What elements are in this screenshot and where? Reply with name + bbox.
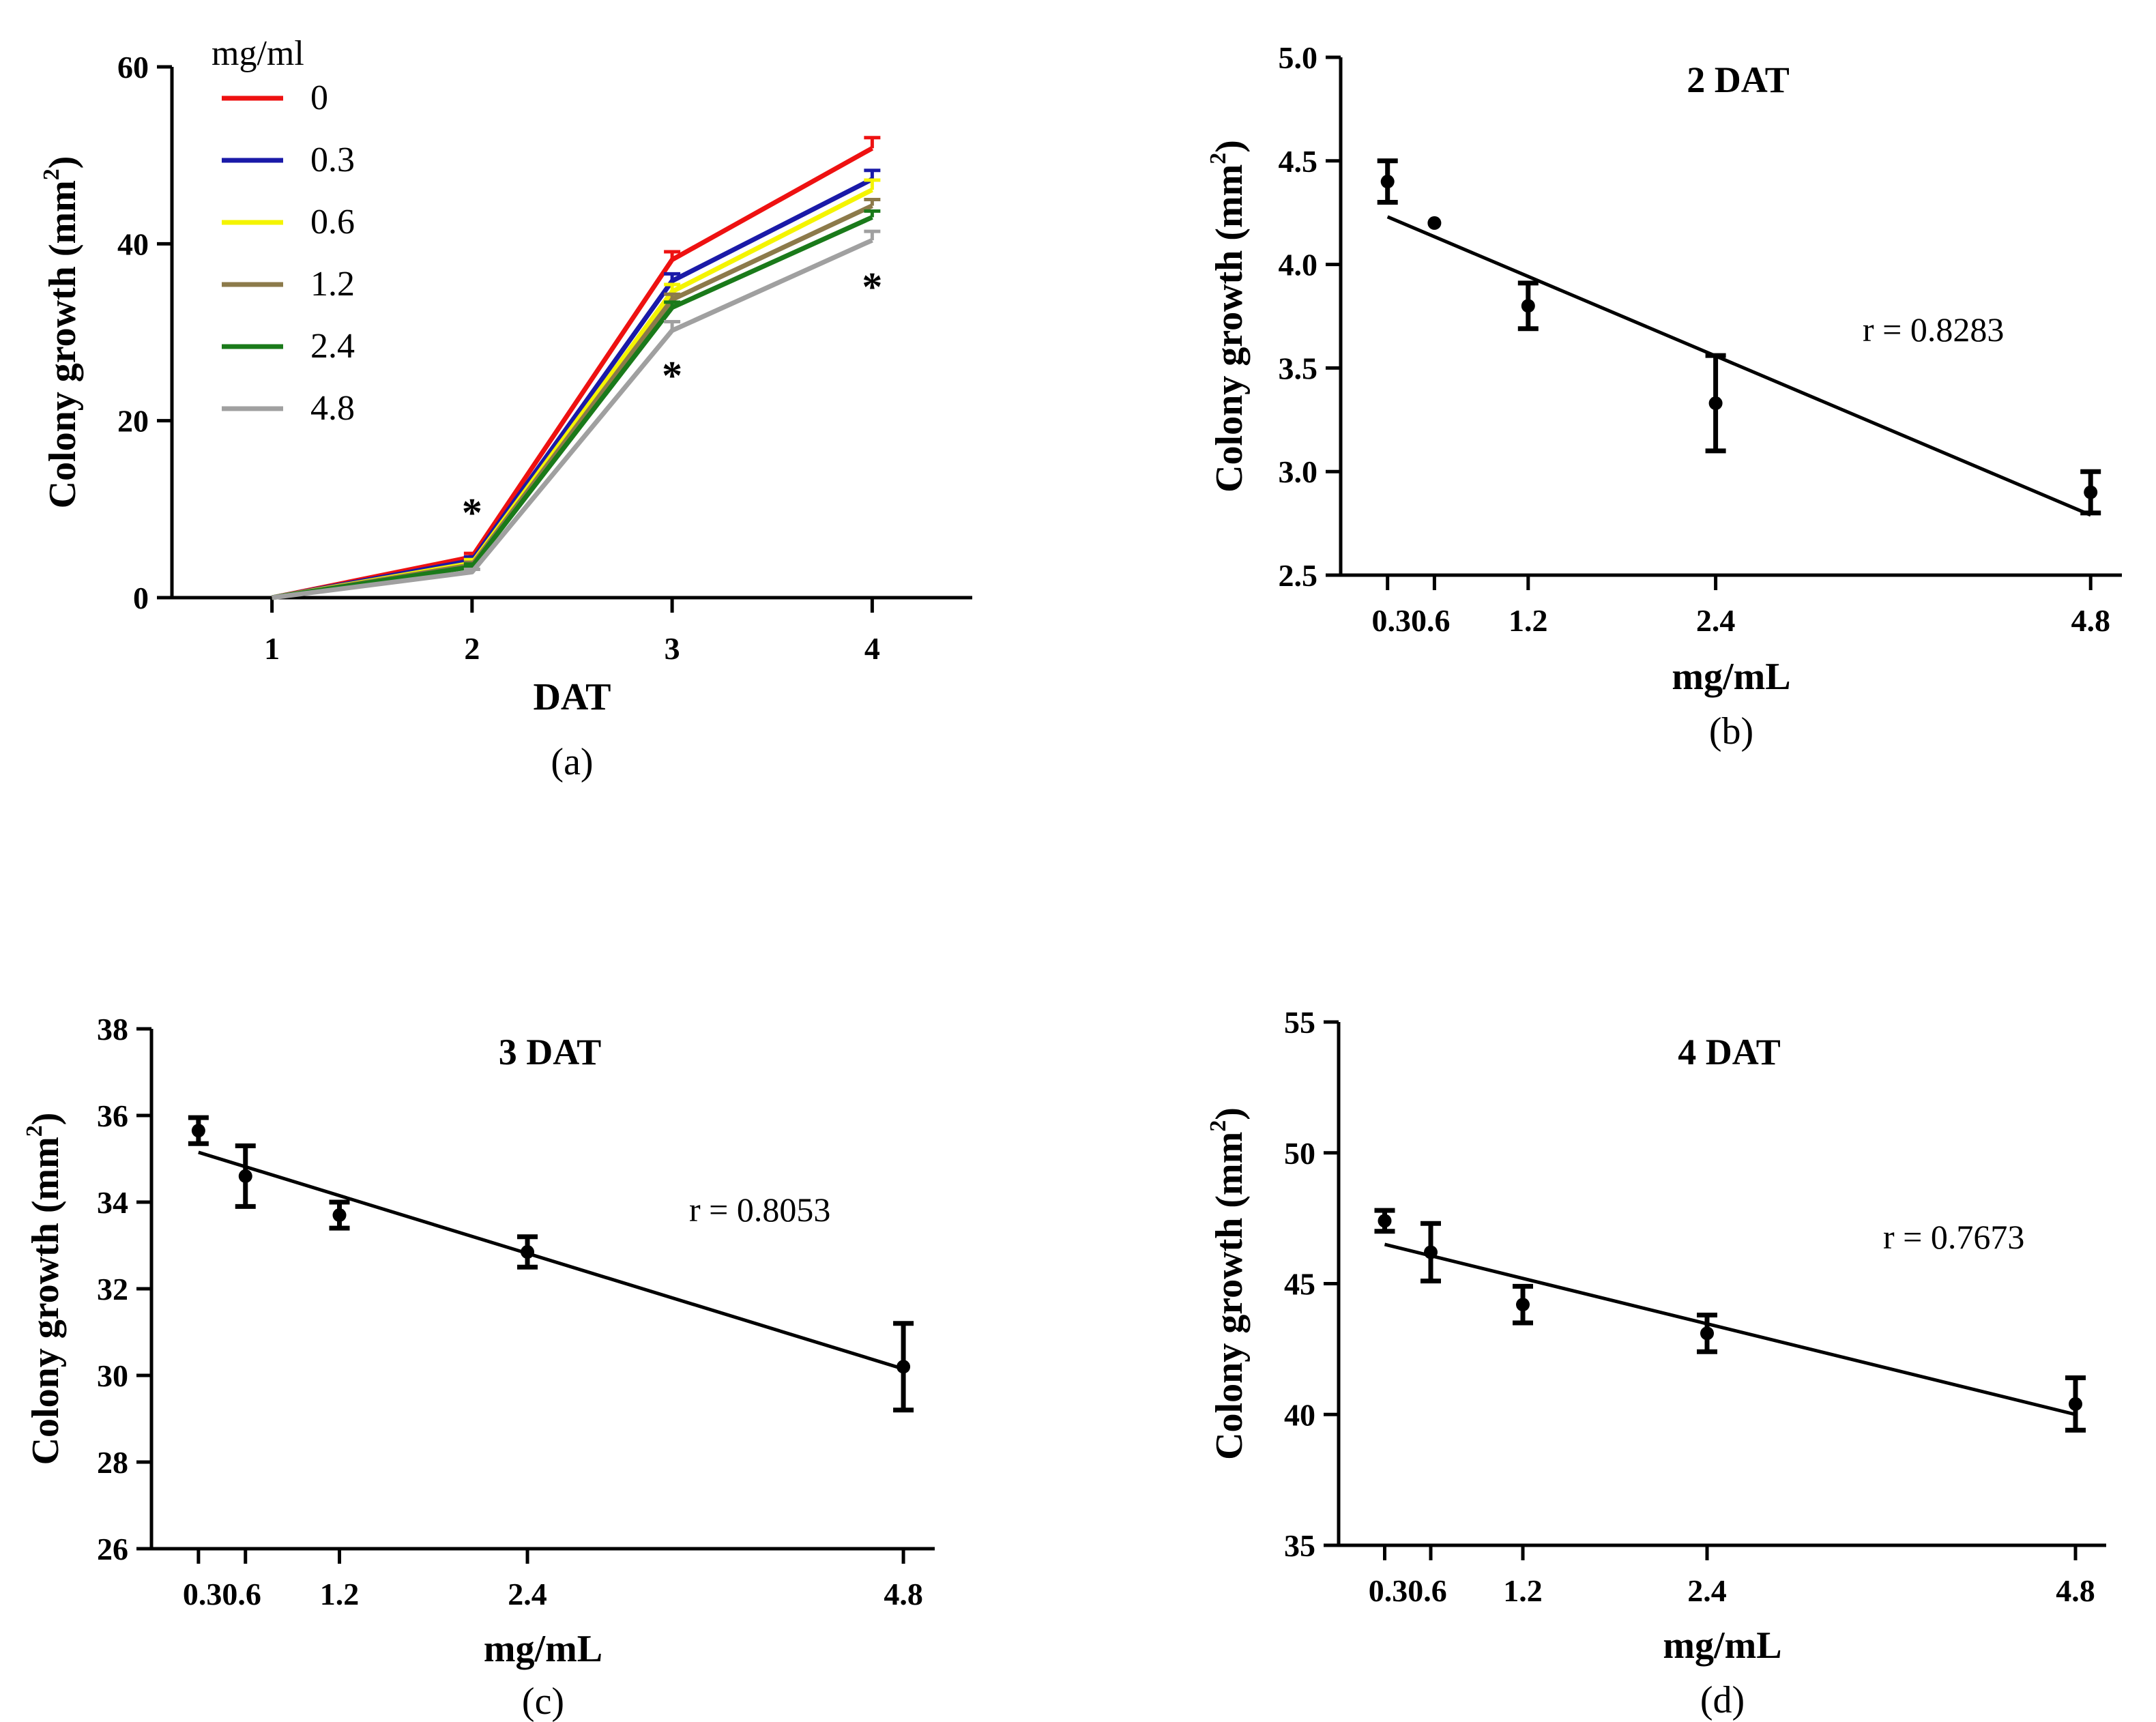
x-tick-label: 1 xyxy=(264,631,280,666)
data-point xyxy=(1378,1214,1392,1228)
data-point xyxy=(1424,1245,1438,1259)
y-tick-label: 45 xyxy=(1284,1267,1315,1302)
x-axis-title: DAT xyxy=(533,676,611,718)
data-point xyxy=(2069,1397,2082,1411)
x-tick-label: 2.4 xyxy=(1687,1573,1727,1608)
x-tick-label: 1.2 xyxy=(320,1577,360,1611)
regression-line xyxy=(1386,215,2092,517)
y-tick-label: 50 xyxy=(1284,1136,1315,1171)
y-tick-label: 40 xyxy=(1284,1397,1315,1432)
chart-panel-d: 35 40 45 50 55 0.30.6 1.2 2.4 4.8 Colony growth (… xyxy=(1206,1005,2106,1721)
x-tick-label: 4 xyxy=(864,631,880,666)
y-tick-label: 30 xyxy=(97,1358,128,1393)
y-axis-title: Colony growth (mm2) xyxy=(39,156,84,509)
data-point xyxy=(521,1245,535,1259)
x-tick-label: 1.2 xyxy=(1509,603,1548,638)
significance-marker: * xyxy=(862,265,882,310)
legend-label-1.2: 1.2 xyxy=(310,265,355,304)
legend-label-0.6: 0.6 xyxy=(310,203,355,242)
panel-title: 3 DAT xyxy=(499,1032,602,1072)
data-point xyxy=(191,1124,205,1138)
data-point xyxy=(238,1169,252,1183)
data-point xyxy=(1708,396,1723,411)
chart-panel-a: 0 20 40 60 1 2 3 4 Colony growth (mm2) DAT (a) * * * m… xyxy=(39,34,972,783)
legend-label-0: 0 xyxy=(310,78,328,117)
x-tick-label: 2.4 xyxy=(508,1577,547,1611)
panel-title: 4 DAT xyxy=(1678,1032,1781,1072)
y-tick-label: 60 xyxy=(117,50,149,85)
y-tick-label: 20 xyxy=(117,404,149,439)
x-axis-title: mg/mL xyxy=(484,1628,602,1670)
data-point xyxy=(1521,299,1535,313)
series-line-2.4 xyxy=(272,215,873,600)
y-axis-title: Colony growth (mm2) xyxy=(1206,1107,1251,1460)
y-tick-label: 38 xyxy=(97,1012,128,1047)
legend-label-4.8: 4.8 xyxy=(310,389,355,428)
panel-title: 2 DAT xyxy=(1687,59,1790,100)
data-point xyxy=(1700,1326,1714,1341)
y-tick-label: 3.0 xyxy=(1279,454,1318,489)
series-line-0.6 xyxy=(272,188,873,600)
x-axis-title: mg/mL xyxy=(1672,656,1790,698)
chart-panel-c: 26 28 30 32 34 36 38 0.30.6 1.2 2.4 4.8 Colony grow… xyxy=(22,1012,935,1722)
significance-marker: * xyxy=(462,490,482,535)
y-tick-label: 28 xyxy=(97,1445,128,1480)
x-tick-label: 1.2 xyxy=(1503,1573,1543,1608)
y-tick-label: 5.0 xyxy=(1279,40,1318,75)
y-tick-label: 32 xyxy=(97,1272,128,1307)
regression-line xyxy=(198,1150,904,1371)
series-line-4.8 xyxy=(272,237,873,600)
y-tick-label: 3.5 xyxy=(1279,351,1318,385)
y-tick-label: 4.0 xyxy=(1279,248,1318,282)
panel-label: (a) xyxy=(551,741,593,783)
y-tick-label: 40 xyxy=(117,227,149,261)
y-tick-label: 4.5 xyxy=(1279,144,1318,179)
data-point xyxy=(1380,175,1395,189)
r-annotation: r = 0.8053 xyxy=(689,1191,830,1229)
x-tick-label: 4.8 xyxy=(2071,603,2110,638)
x-tick-label: 0.30.6 xyxy=(183,1577,261,1611)
r-annotation: r = 0.7673 xyxy=(1883,1218,2024,1256)
x-tick-label: 0.30.6 xyxy=(1372,603,1451,638)
data-point xyxy=(1516,1298,1530,1312)
x-tick-label: 2 xyxy=(464,631,480,666)
y-tick-label: 0 xyxy=(133,581,149,615)
panel-label: (c) xyxy=(522,1680,564,1722)
series-line-1.2 xyxy=(272,203,873,600)
data-point xyxy=(2084,485,2098,499)
legend-label-0.3: 0.3 xyxy=(310,141,355,179)
r-annotation: r = 0.8283 xyxy=(1863,310,2004,349)
series-line-0 xyxy=(271,146,874,600)
regression-line xyxy=(1384,1242,2076,1416)
significance-marker: * xyxy=(662,353,682,398)
x-tick-label: 0.30.6 xyxy=(1369,1573,1447,1608)
legend-label-2.4: 2.4 xyxy=(310,327,355,366)
panel-label: (b) xyxy=(1709,710,1753,753)
y-tick-label: 36 xyxy=(97,1098,128,1133)
x-tick-label: 4.8 xyxy=(2056,1573,2095,1608)
panel-label: (d) xyxy=(1700,1679,1745,1721)
series-line-0.3 xyxy=(271,177,873,600)
x-tick-label: 2.4 xyxy=(1696,603,1736,638)
y-tick-label: 35 xyxy=(1284,1528,1315,1563)
data-point xyxy=(897,1360,911,1374)
chart-panel-b: 2.5 3.0 3.5 4.0 4.5 5.0 0.30.6 1.2 2.4 4.8 Colony … xyxy=(1206,40,2122,753)
y-tick-label: 2.5 xyxy=(1279,558,1318,593)
x-tick-label: 3 xyxy=(665,631,680,666)
y-axis-title: Colony growth (mm2) xyxy=(22,1113,67,1465)
y-tick-label: 34 xyxy=(97,1185,128,1220)
y-axis-title: Colony growth (mm2) xyxy=(1206,140,1251,493)
y-tick-label: 55 xyxy=(1284,1005,1315,1040)
y-tick-label: 26 xyxy=(97,1532,128,1566)
data-point xyxy=(332,1208,347,1223)
x-axis-title: mg/mL xyxy=(1663,1624,1781,1667)
legend-title: mg/ml xyxy=(212,34,304,73)
data-point xyxy=(1427,216,1442,230)
x-tick-label: 4.8 xyxy=(884,1577,923,1611)
